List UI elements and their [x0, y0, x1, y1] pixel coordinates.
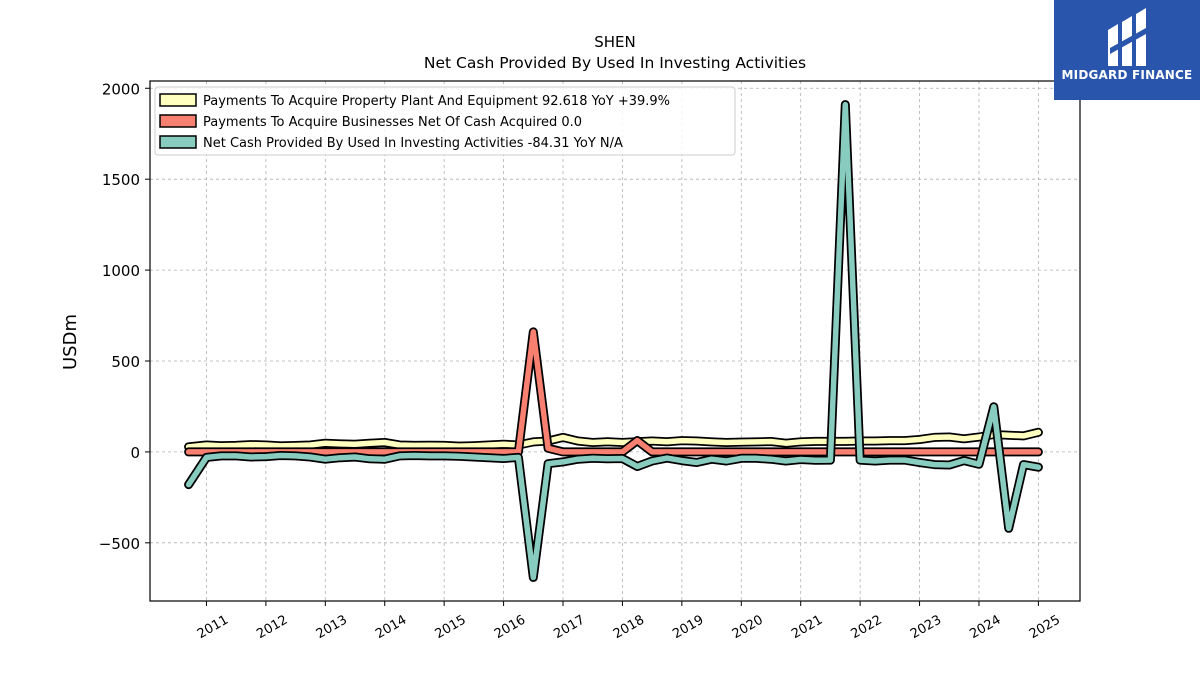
y-tick-label: 1500 [102, 171, 140, 189]
brand-logo: MIDGARD FINANCE [1054, 0, 1200, 100]
legend-label-net-cash: Net Cash Provided By Used In Investing A… [203, 136, 623, 151]
x-tick-label: 2011 [195, 613, 231, 643]
series-outline-1 [184, 327, 1043, 457]
midgard-logo-icon [1108, 8, 1146, 66]
x-tick-label: 2014 [373, 613, 409, 643]
series-line-2 [185, 101, 1042, 581]
legend-box [154, 86, 736, 156]
series-outline-2 [184, 100, 1043, 582]
x-tick-label: 2012 [254, 613, 290, 643]
x-tick-label: 2021 [789, 613, 825, 643]
y-tick-label: 1000 [102, 262, 140, 280]
series-line-1 [185, 329, 1042, 455]
y-tick-label: 500 [111, 353, 140, 371]
legend-label-ppe: Payments To Acquire Property Plant And E… [203, 94, 670, 109]
x-tick-label: 2025 [1027, 613, 1063, 643]
legend-label-businesses: Payments To Acquire Businesses Net Of Ca… [203, 115, 582, 130]
y-tick-label: 2000 [102, 80, 140, 98]
x-tick-label: 2022 [849, 613, 885, 643]
brand-name: MIDGARD FINANCE [1061, 68, 1193, 82]
x-tick-label: 2016 [492, 613, 528, 643]
chart-title: SHEN [594, 33, 636, 51]
series-line-0 [185, 429, 1042, 450]
plot-frame [149, 80, 1081, 602]
x-axis: 2011 2012 2013 2014 2015 2016 2017 2018 2019 2020… [195, 601, 1063, 642]
y-axis: −500 0 500 1000 1500 2000 [99, 80, 150, 553]
x-tick-label: 2023 [908, 613, 944, 643]
grid [150, 81, 1080, 601]
y-axis-label: USDm [60, 314, 81, 370]
x-tick-label: 2020 [730, 613, 766, 643]
plot-series [184, 100, 1043, 582]
y-tick-label: −500 [99, 535, 140, 553]
x-tick-label: 2018 [611, 613, 647, 643]
legend: Payments To Acquire Property Plant And E… [154, 86, 736, 156]
x-tick-label: 2019 [670, 613, 706, 643]
y-tick-label: 0 [130, 444, 140, 462]
x-tick-label: 2013 [314, 613, 350, 643]
x-tick-label: 2024 [967, 613, 1003, 643]
x-tick-label: 2015 [433, 613, 469, 643]
legend-swatch-ppe [159, 93, 197, 107]
chart-subtitle: Net Cash Provided By Used In Investing A… [424, 54, 806, 72]
x-tick-label: 2017 [551, 613, 587, 643]
legend-swatch-businesses [159, 114, 197, 128]
legend-swatch-net-cash [159, 135, 197, 149]
